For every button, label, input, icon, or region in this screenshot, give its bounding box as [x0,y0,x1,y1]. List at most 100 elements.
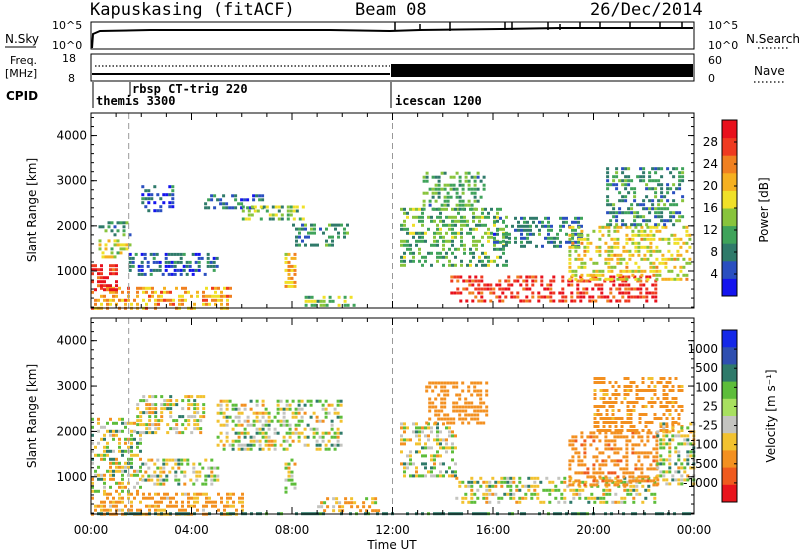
heatmap-cell [103,489,106,493]
heatmap-cell [596,425,600,428]
heatmap-cell [285,407,289,411]
heatmap-cell [169,415,173,419]
heatmap-cell [241,508,244,512]
heatmap-cell [643,479,647,483]
heatmap-cell [121,508,124,512]
heatmap-cell [639,287,643,291]
heatmap-cell [482,480,486,484]
heatmap-cell [581,488,585,492]
heatmap-cell [654,283,658,287]
heatmap-cell [450,275,454,279]
heatmap-cell [614,492,618,496]
heatmap-cell [516,291,520,295]
heatmap-cell [617,393,621,396]
heatmap-cell [180,458,184,462]
heatmap-cell [665,381,669,384]
heatmap-cell [472,235,475,239]
heatmap-cell [560,480,564,484]
heatmap-cell [287,264,291,268]
heatmap-cell [149,268,153,272]
heatmap-cell [519,299,523,303]
heatmap-cell [607,245,611,249]
heatmap-cell [595,483,599,487]
heatmap-cell [188,260,192,264]
heatmap-cell [451,458,454,462]
heatmap-cell [439,255,442,259]
heatmap-cell [572,496,576,500]
heatmap-cell [598,467,602,471]
heatmap-cell [559,240,562,244]
heatmap-cell [91,268,94,272]
heatmap-cell [196,294,199,298]
heatmap-cell [241,500,244,504]
heatmap-cell [683,434,687,438]
heatmap-cell [216,419,220,423]
heatmap-cell [610,459,614,463]
heatmap-cell [586,245,590,249]
heatmap-cell [658,229,662,233]
heatmap-cell [151,395,155,399]
heatmap-cell [157,427,161,431]
heatmap-cell [356,505,360,509]
heatmap-cell [287,470,291,474]
heatmap-cell [118,417,121,421]
heatmap-cell [619,277,623,281]
heatmap-cell [563,488,567,492]
heatmap-cell [112,500,115,504]
heatmap-cell [519,275,523,279]
heatmap-cell [671,397,675,400]
heatmap-cell [173,252,177,256]
heatmap-cell [662,462,666,466]
heatmap-cell [688,237,692,241]
heatmap-cell [604,431,608,435]
heatmap-cell [522,279,526,283]
heatmap-cell [671,478,675,482]
heatmap-cell [601,273,605,277]
heatmap-cell [686,454,690,458]
heatmap-cell [601,463,605,467]
heatmap-cell [430,215,433,219]
heatmap-cell [145,423,149,427]
heatmap-cell [321,419,325,423]
heatmap-cell [273,427,277,431]
heatmap-cell [516,295,520,299]
heatmap-cell [568,467,572,471]
heatmap-cell [620,429,624,432]
heatmap-cell [616,479,620,483]
heatmap-cell [97,489,100,493]
heatmap-cell [678,175,682,179]
heatmap-cell [140,264,144,268]
heatmap-cell [665,425,669,428]
heatmap-cell [418,442,421,446]
heatmap-cell [656,462,660,466]
heatmap-cell [118,496,121,500]
heatmap-cell [219,198,223,202]
heatmap-cell [294,423,298,427]
heatmap-cell [625,447,629,451]
heatmap-cell [621,223,625,227]
heatmap-cell [664,257,668,261]
heatmap-cell [659,422,663,426]
heatmap-cell [668,389,672,392]
heatmap-cell [196,496,199,500]
power-heatmap [91,113,692,310]
heatmap-cell [142,298,145,302]
freq-tick-bottom: 8 [68,72,75,85]
heatmap-cell [440,203,444,207]
heatmap-cell [103,284,106,288]
heatmap-cell [604,435,608,439]
heatmap-cell [668,450,672,454]
heatmap-cell [485,492,489,496]
heatmap-cell [303,411,307,415]
heatmap-cell [140,272,144,276]
heatmap-cell [657,183,661,187]
heatmap-cell [116,229,120,233]
heatmap-cell [436,239,439,243]
heatmap-cell [516,279,520,283]
heatmap-cell [622,249,626,253]
heatmap-cell [624,199,628,203]
heatmap-cell [553,244,556,248]
heatmap-cell [252,194,256,198]
heatmap-cell [226,298,229,302]
heatmap-cell [636,287,640,291]
